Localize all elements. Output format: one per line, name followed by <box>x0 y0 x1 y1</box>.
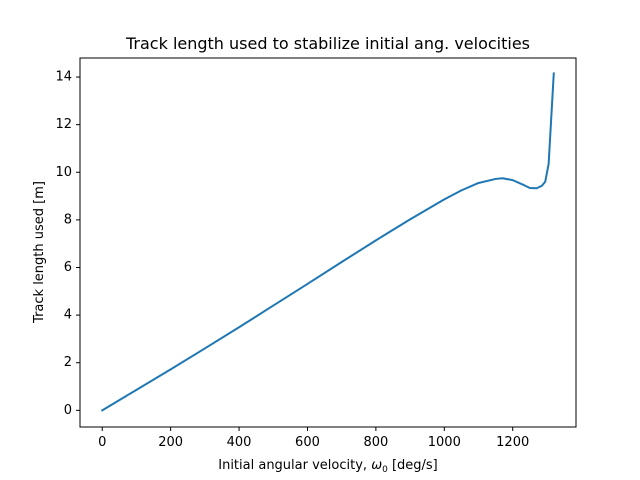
x-tick-label: 1200 <box>496 435 529 450</box>
x-axis-ticks: 0 200 400 600 800 1000 1200 <box>98 427 529 450</box>
y-tick-label: 14 <box>55 70 72 85</box>
y-tick-label: 4 <box>64 308 72 323</box>
x-tick-label: 400 <box>227 435 252 450</box>
y-tick-label: 0 <box>64 403 72 418</box>
plot-lines <box>100 72 555 412</box>
y-tick-label: 10 <box>55 165 72 180</box>
x-axis-label-unit: [deg/s] <box>388 458 438 473</box>
y-tick-label: 8 <box>64 212 72 227</box>
x-axis-label: Initial angular velocity, ω0 [deg/s] <box>218 458 438 475</box>
chart-title: Track length used to stabilize initial a… <box>125 34 530 53</box>
axes-frame <box>79 57 577 428</box>
x-tick-label: 0 <box>98 435 106 450</box>
x-tick-label: 600 <box>295 435 320 450</box>
x-tick-label: 800 <box>363 435 388 450</box>
x-tick-label: 1000 <box>428 435 461 450</box>
series-line <box>100 72 555 412</box>
x-axis-label-main: Initial angular velocity, <box>218 458 371 473</box>
y-axis-ticks: 0 2 4 6 8 10 12 14 <box>55 70 80 418</box>
y-tick-label: 12 <box>55 117 72 132</box>
x-axis-label-subscript: 0 <box>382 465 388 475</box>
x-axis-label-omega: ω <box>371 458 382 473</box>
y-tick-label: 6 <box>64 260 72 275</box>
x-tick-label: 200 <box>158 435 183 450</box>
y-tick-label: 2 <box>64 355 72 370</box>
y-axis-label: Track length used [m] <box>32 181 47 324</box>
